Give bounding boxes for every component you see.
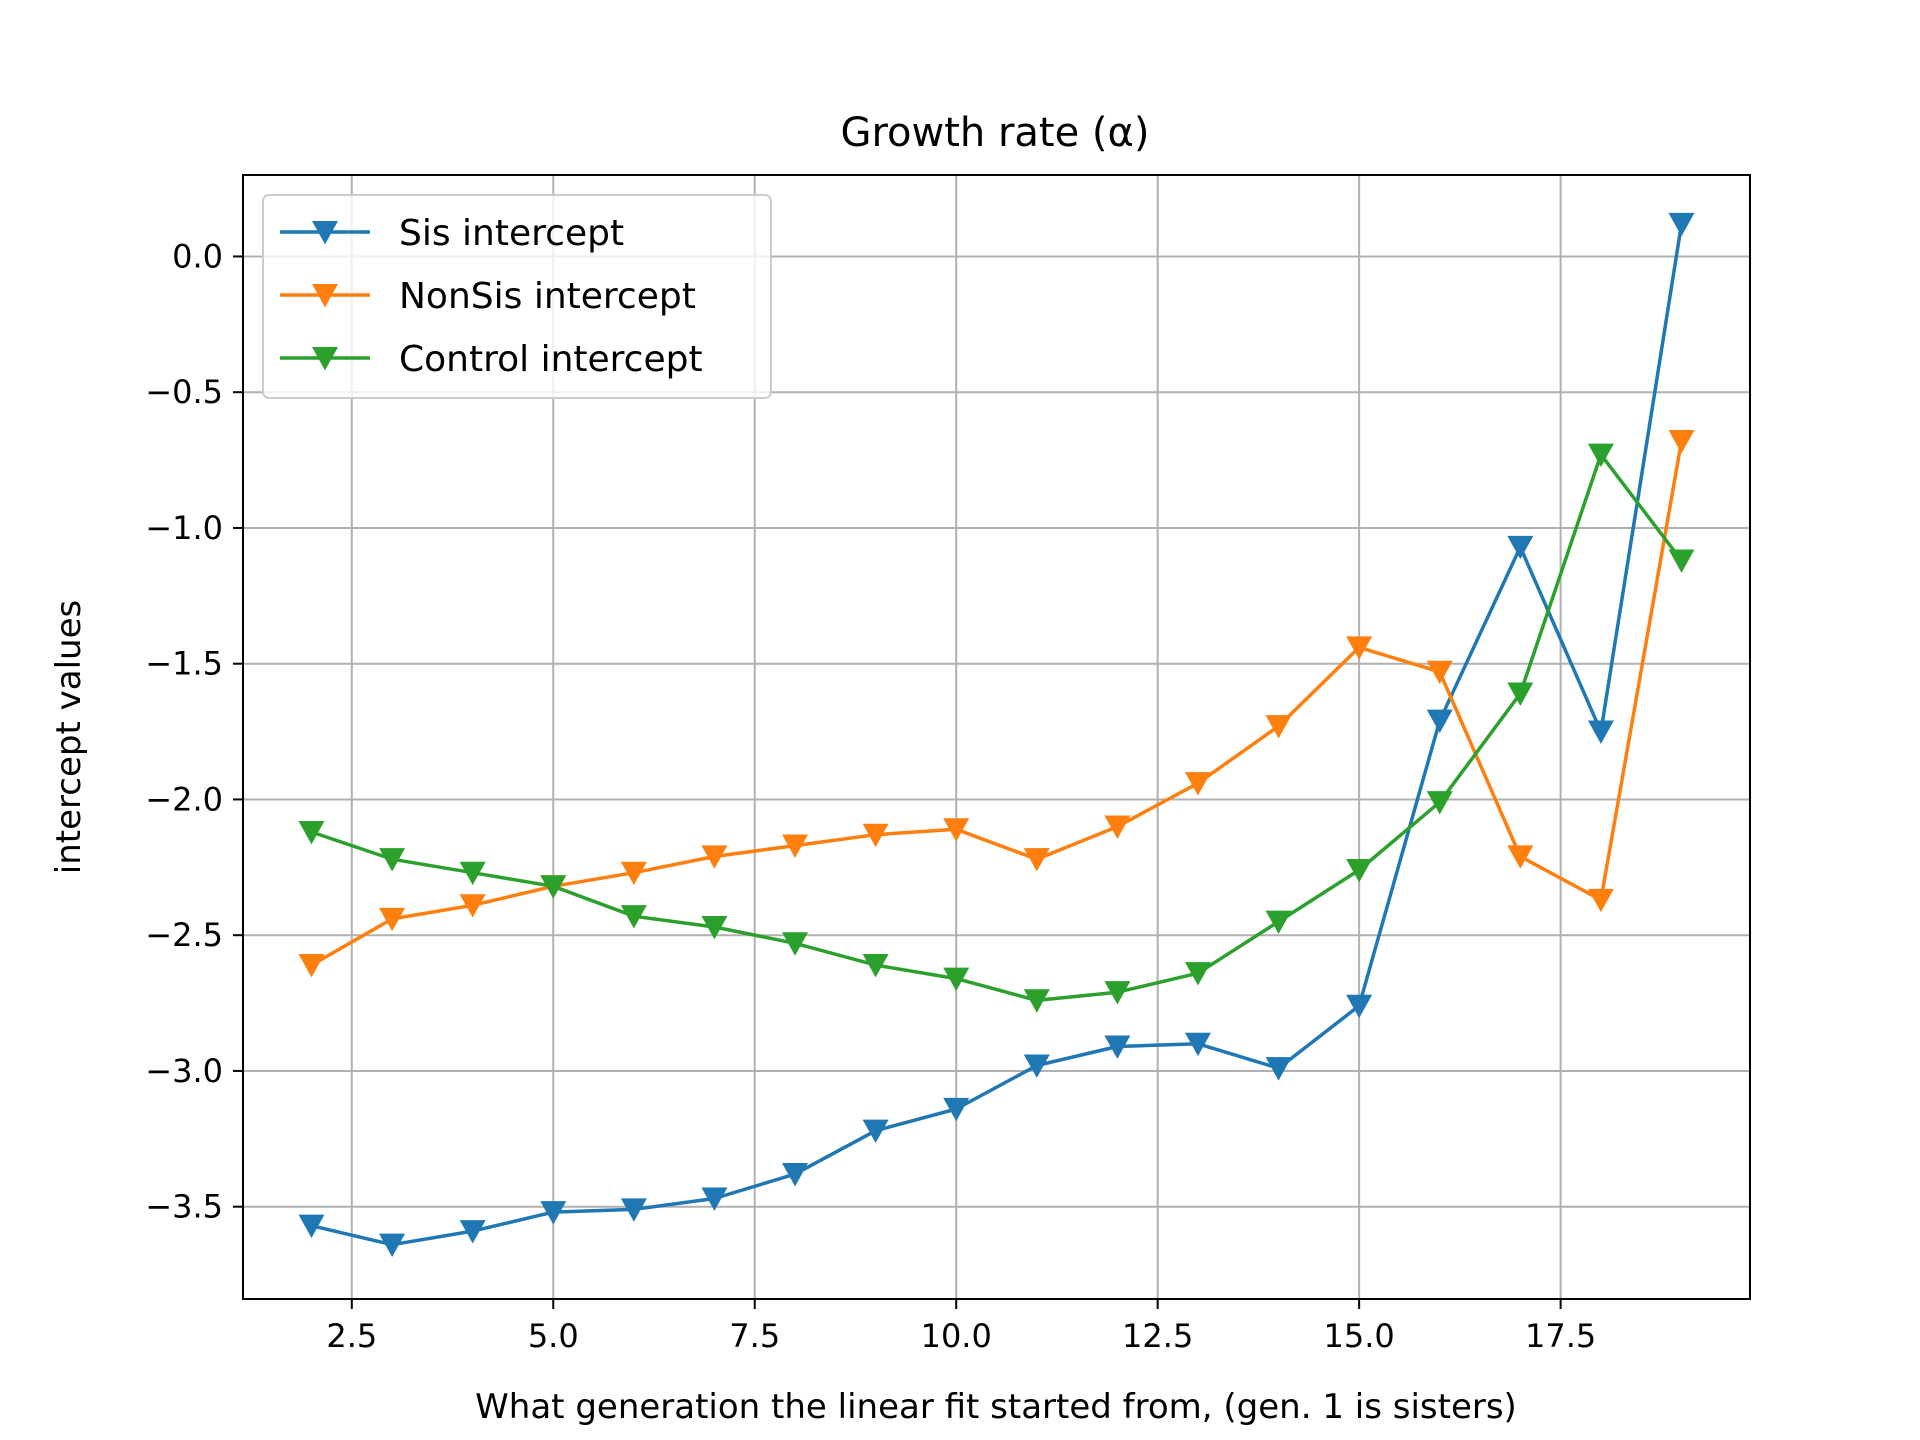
data-point	[701, 915, 728, 940]
data-point	[1184, 1032, 1211, 1057]
data-point	[1507, 535, 1534, 560]
data-point	[1668, 549, 1695, 573]
data-point	[1265, 1057, 1292, 1081]
data-point	[701, 845, 728, 869]
data-point	[1426, 709, 1453, 734]
x-tick-label: 17.5	[1525, 1317, 1596, 1355]
y-axis-label: intercept values	[49, 600, 89, 874]
series-1	[298, 430, 1695, 978]
data-point	[1023, 989, 1050, 1013]
series-line	[310, 452, 1683, 1003]
x-axis-ticks: 2.5 5.0 7.5 10.0 12.5 15.0 17.5	[326, 1299, 1596, 1355]
data-point	[540, 1201, 567, 1225]
legend-label: Sis intercept	[399, 213, 624, 254]
legend-marker	[312, 220, 338, 245]
data-point	[1023, 848, 1050, 872]
data-point	[1265, 715, 1292, 739]
legend-marker	[312, 346, 338, 371]
data-point	[943, 1097, 970, 1122]
data-point	[1104, 1035, 1131, 1059]
plot-frame	[242, 174, 1751, 1300]
data-point	[298, 820, 325, 845]
data-point	[459, 861, 486, 886]
data-point	[1507, 682, 1534, 706]
data-point	[943, 818, 970, 842]
y-tick-label: −2.0	[145, 780, 223, 818]
data-point	[379, 1233, 406, 1258]
data-point	[379, 907, 406, 932]
legend-label: NonSis intercept	[399, 276, 696, 317]
y-tick-label: −0.5	[145, 373, 223, 411]
y-tick-label: 0.0	[172, 237, 223, 275]
data-point	[1346, 994, 1373, 1019]
data-point	[540, 875, 567, 899]
data-point	[701, 1187, 728, 1211]
data-point	[620, 861, 647, 886]
data-point	[782, 834, 809, 858]
data-point	[298, 1214, 325, 1239]
data-point	[459, 894, 486, 918]
x-tick-label: 10.0	[921, 1317, 992, 1355]
data-point	[459, 1220, 486, 1244]
series-line	[310, 440, 1684, 967]
y-tick-label: −2.5	[145, 916, 223, 954]
chart-title: Growth rate (α)	[840, 110, 1149, 156]
data-point	[862, 1119, 889, 1144]
data-point	[1184, 962, 1211, 986]
x-tick-label: 7.5	[729, 1317, 780, 1355]
data-point	[1426, 791, 1453, 815]
data-point	[1587, 720, 1614, 744]
x-tick-label: 12.5	[1122, 1317, 1193, 1355]
series-layer	[298, 212, 1695, 1258]
data-point	[782, 932, 809, 956]
x-tick-label: 2.5	[326, 1317, 377, 1355]
data-point	[379, 848, 406, 872]
legend-label: Control intercept	[399, 339, 703, 380]
y-tick-label: −1.0	[145, 509, 223, 547]
y-tick-label: −3.0	[145, 1052, 223, 1090]
legend-item: Sis intercept	[280, 213, 624, 254]
y-axis-ticks: 0.0 −0.5 −1.0 −1.5 −2.0 −2.5 −3.0 −3.5	[145, 237, 243, 1226]
data-point	[1346, 636, 1373, 660]
legend-item: NonSis intercept	[280, 276, 696, 317]
data-point	[1507, 845, 1534, 869]
data-point	[620, 1198, 647, 1222]
data-point	[1346, 858, 1373, 883]
data-point	[1668, 430, 1695, 454]
legend-item: Control intercept	[280, 339, 703, 380]
x-tick-label: 5.0	[528, 1317, 579, 1355]
data-point	[862, 954, 889, 978]
y-tick-label: −3.5	[145, 1188, 223, 1226]
data-point	[1104, 981, 1131, 1005]
data-point	[1668, 212, 1695, 237]
x-axis-label: What generation the linear fit started f…	[475, 1387, 1517, 1427]
data-point	[1587, 888, 1614, 913]
legend-box	[262, 194, 772, 399]
data-point	[1104, 815, 1131, 839]
data-point	[1265, 910, 1292, 934]
series-line	[311, 223, 1684, 1247]
data-point	[1023, 1054, 1050, 1078]
data-point	[1184, 772, 1211, 796]
legend-marker	[312, 283, 338, 308]
data-point	[1426, 660, 1453, 685]
data-point	[620, 905, 647, 929]
legend: Sis intercept NonSis intercept Control int…	[262, 194, 772, 399]
data-point	[1587, 443, 1614, 467]
x-tick-label: 15.0	[1324, 1317, 1395, 1355]
data-point	[298, 954, 325, 978]
series-0	[298, 212, 1695, 1258]
data-point	[782, 1163, 809, 1187]
data-point	[943, 967, 970, 991]
data-point	[862, 823, 889, 848]
series-2	[298, 443, 1695, 1013]
y-tick-label: −1.5	[145, 645, 223, 683]
